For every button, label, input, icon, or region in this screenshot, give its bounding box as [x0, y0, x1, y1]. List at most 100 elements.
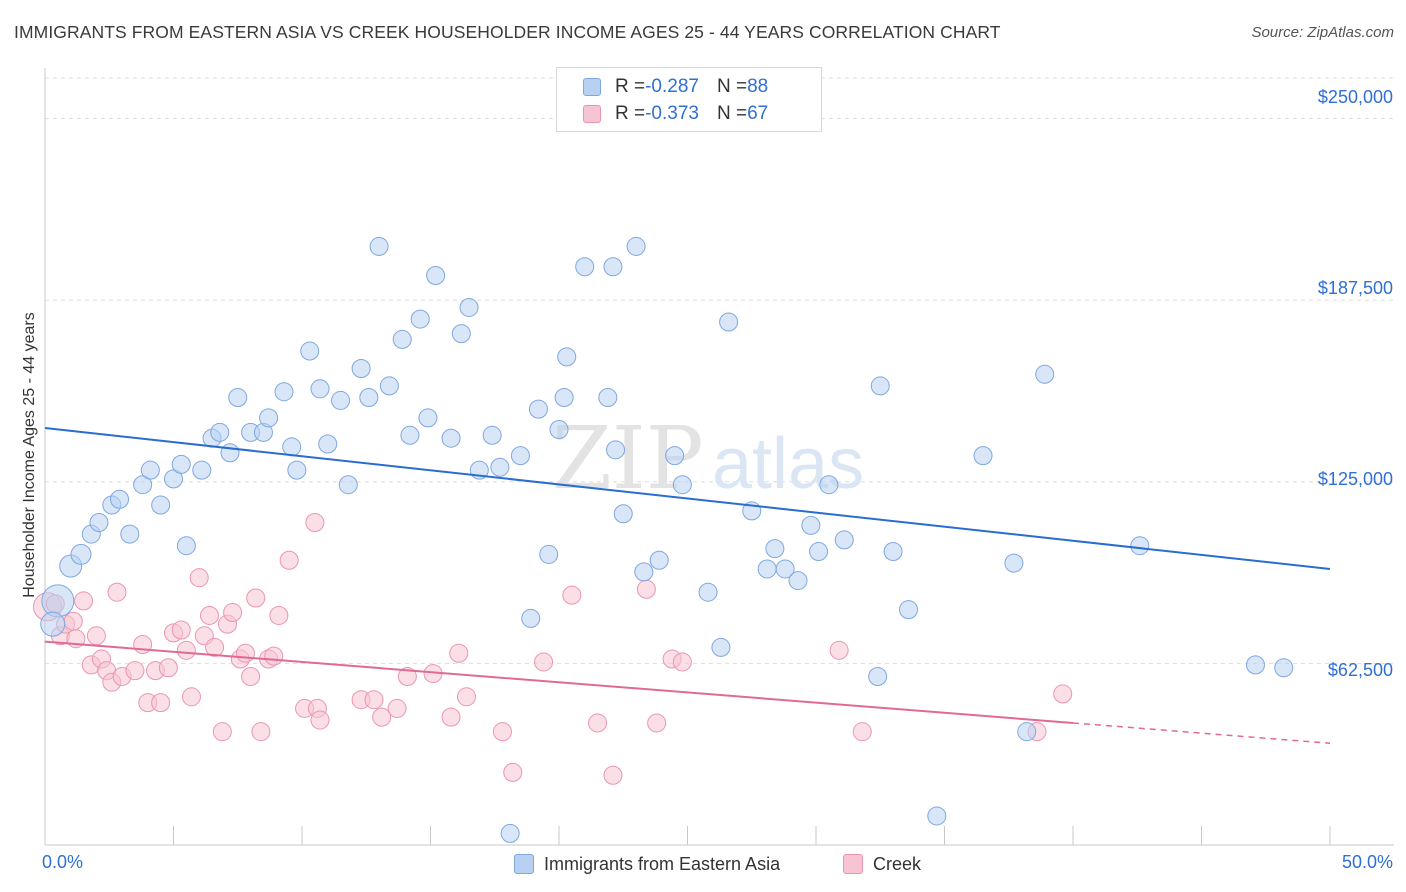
creek-point: [205, 637, 225, 657]
eastern-asia-point: [554, 388, 574, 408]
legend-n-label: N =: [716, 103, 748, 124]
legend-n-value-blue: 88: [747, 76, 769, 97]
eastern-asia-point: [672, 475, 692, 495]
eastern-asia-point: [510, 446, 530, 466]
creek-point: [492, 722, 512, 742]
eastern-asia-point: [801, 515, 821, 535]
eastern-asia-point: [603, 257, 623, 277]
eastern-asia-point: [1004, 553, 1024, 573]
eastern-asia-point: [626, 236, 646, 256]
eastern-asia-point: [1035, 364, 1055, 384]
correlation-legend: R = -0.287 N = 88 R = -0.373 N = 67: [556, 67, 822, 132]
creek-point: [246, 588, 266, 608]
creek-point: [588, 713, 608, 733]
eastern-asia-point: [140, 460, 160, 480]
eastern-asia-point: [110, 489, 130, 509]
y-tick-label: $187,500: [1317, 278, 1393, 298]
eastern-asia-point: [521, 608, 541, 628]
creek-point: [672, 652, 692, 672]
eastern-asia-point: [765, 539, 785, 559]
creek-point: [176, 640, 196, 660]
eastern-asia-point: [482, 425, 502, 445]
eastern-asia-point: [549, 419, 569, 439]
eastern-asia-point: [300, 341, 320, 361]
creek-point: [449, 643, 469, 663]
eastern-asia-point: [282, 437, 302, 457]
eastern-asia-point: [89, 512, 109, 532]
eastern-asia-point: [151, 495, 171, 515]
eastern-asia-point: [441, 428, 461, 448]
creek-point: [158, 658, 178, 678]
creek-point: [441, 707, 461, 727]
eastern-asia-point: [1245, 655, 1265, 675]
eastern-asia-point: [410, 309, 430, 329]
eastern-asia-point: [426, 265, 446, 285]
creek-point: [372, 707, 392, 727]
creek-point: [1053, 684, 1073, 704]
creek-point: [562, 585, 582, 605]
eastern-asia-points: [40, 236, 1294, 843]
chart-title: IMMIGRANTS FROM EASTERN ASIA VS CREEK HO…: [14, 22, 1001, 42]
eastern-asia-point: [1274, 658, 1294, 678]
eastern-asia-point: [331, 390, 351, 410]
y-tick-label: $250,000: [1317, 87, 1393, 107]
creek-point: [456, 687, 476, 707]
eastern-asia-point: [41, 584, 75, 618]
creek-point: [279, 550, 299, 570]
eastern-asia-point: [490, 457, 510, 477]
watermark-atlas: atlas: [712, 424, 864, 504]
eastern-asia-point: [451, 324, 471, 344]
legend-r-label: R =: [615, 103, 646, 124]
trend-line-eastern-asia: [44, 427, 1331, 570]
eastern-asia-point: [228, 388, 248, 408]
eastern-asia-point: [274, 382, 294, 402]
x-tick-label-right: 50.0%: [1341, 852, 1393, 872]
eastern-asia-point: [973, 446, 993, 466]
creek-point: [151, 693, 171, 713]
eastern-asia-point: [500, 823, 520, 843]
eastern-asia-point: [310, 379, 330, 399]
trend-line-creek: [44, 640, 1074, 724]
y-tick-label: $125,000: [1317, 469, 1393, 489]
eastern-asia-point: [220, 443, 240, 463]
legend-label-blue: Immigrants from Eastern Asia: [544, 853, 781, 874]
legend-swatch-blue: [583, 78, 601, 96]
eastern-asia-point: [809, 542, 829, 562]
y-axis-title: Householder Income Ages 25 - 44 years: [21, 312, 38, 598]
eastern-asia-point: [1017, 722, 1037, 742]
creek-point: [387, 698, 407, 718]
creek-point: [199, 605, 219, 625]
creek-point: [63, 611, 83, 631]
eastern-asia-point: [40, 611, 66, 637]
eastern-asia-point: [868, 666, 888, 686]
gridlines: [45, 77, 1394, 664]
eastern-asia-point: [369, 236, 389, 256]
creek-point: [310, 710, 330, 730]
creek-point: [397, 666, 417, 686]
creek-point: [364, 690, 384, 710]
eastern-asia-point: [528, 399, 548, 419]
creek-point: [241, 666, 261, 686]
eastern-asia-point: [192, 460, 212, 480]
eastern-asia-point: [598, 388, 618, 408]
legend-r-label: R =: [615, 76, 646, 97]
legend-row-pink: R = -0.373 N = 67: [583, 100, 768, 128]
eastern-asia-point: [338, 475, 358, 495]
source-credit: Source: ZipAtlas.com: [1251, 24, 1394, 41]
creek-point: [235, 643, 255, 663]
eastern-asia-point: [927, 806, 947, 826]
creek-point: [171, 620, 191, 640]
eastern-asia-point: [259, 408, 279, 428]
bottom-legend-pink: Creek: [843, 852, 921, 876]
eastern-asia-point: [788, 571, 808, 591]
eastern-asia-point: [819, 475, 839, 495]
eastern-asia-point: [775, 559, 795, 579]
creek-point: [264, 646, 284, 666]
x-tick-label-left: 0.0%: [42, 852, 84, 872]
legend-label-pink: Creek: [873, 853, 922, 874]
creek-point: [647, 713, 667, 733]
eastern-asia-point: [649, 550, 669, 570]
eastern-asia-point: [719, 312, 739, 332]
creek-point: [181, 687, 201, 707]
legend-row-blue: R = -0.287 N = 88: [583, 73, 768, 101]
